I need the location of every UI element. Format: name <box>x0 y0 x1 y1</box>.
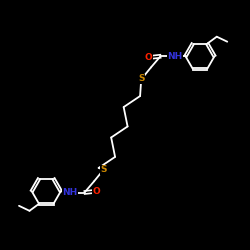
Text: O: O <box>92 187 100 196</box>
Text: NH: NH <box>62 188 78 197</box>
Text: S: S <box>138 74 144 83</box>
Text: O: O <box>145 53 152 62</box>
Text: NH: NH <box>168 52 182 61</box>
Text: S: S <box>100 166 107 174</box>
